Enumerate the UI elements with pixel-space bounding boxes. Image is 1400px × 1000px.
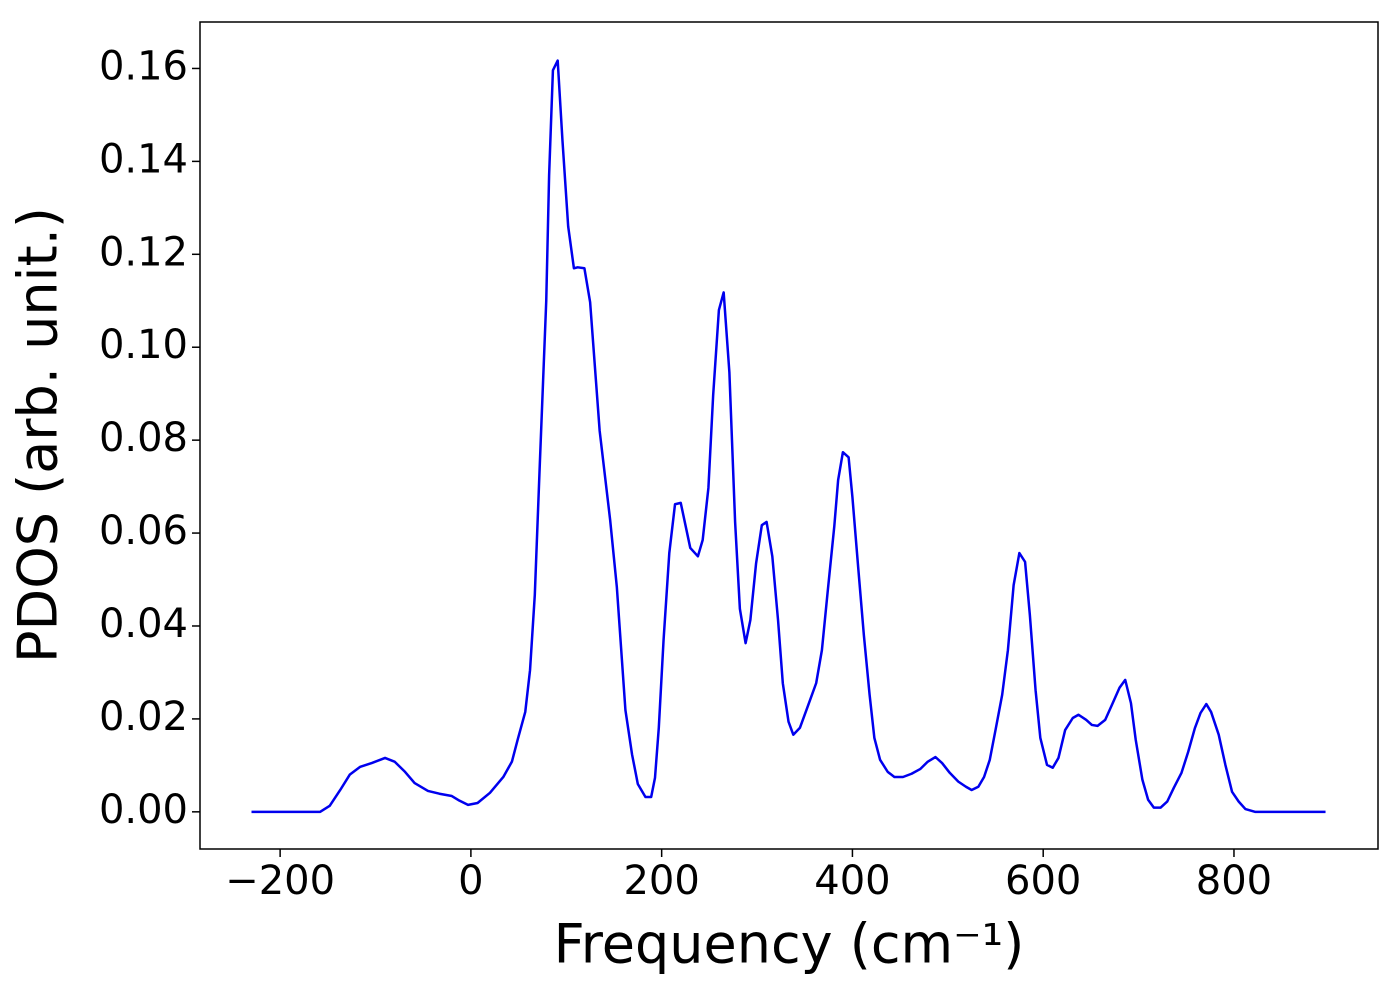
y-tick-label: 0.06	[99, 508, 188, 554]
y-tick-label: 0.02	[99, 694, 188, 740]
y-tick-label: 0.00	[99, 787, 188, 833]
x-tick-label: 200	[623, 858, 699, 904]
x-tick-label: 400	[814, 858, 890, 904]
line-series	[251, 59, 1326, 814]
x-tick-label: 600	[1005, 858, 1081, 904]
y-tick-label: 0.12	[99, 229, 188, 275]
x-tick-label: 800	[1196, 858, 1272, 904]
plot-frame	[199, 21, 1379, 850]
y-tick-label: 0.16	[99, 43, 188, 89]
x-tick-label: −200	[225, 858, 335, 904]
x-axis-label: Frequency (cm⁻¹)	[554, 913, 1025, 976]
y-axis-label: PDOS (arb. unit.)	[7, 207, 70, 663]
y-tick-label: 0.04	[99, 601, 188, 647]
y-tick-label: 0.14	[99, 136, 188, 182]
x-tick-label: 0	[458, 858, 483, 904]
y-tick-label: 0.10	[99, 322, 188, 368]
y-tick-label: 0.08	[99, 415, 188, 461]
